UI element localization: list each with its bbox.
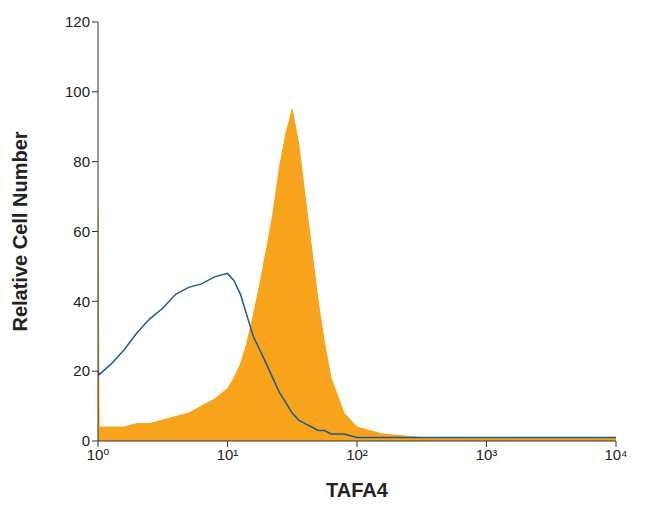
svg-text:10²: 10² [346,446,368,463]
svg-text:Relative Cell Number: Relative Cell Number [9,131,31,331]
svg-text:TAFA4: TAFA4 [326,479,389,501]
svg-text:10³: 10³ [476,446,498,463]
svg-text:100: 100 [65,83,90,100]
svg-text:60: 60 [73,223,90,240]
svg-text:10⁴: 10⁴ [604,446,627,463]
svg-text:20: 20 [73,362,90,379]
svg-text:40: 40 [73,293,90,310]
svg-text:10¹: 10¹ [217,446,239,463]
svg-text:120: 120 [65,13,90,30]
svg-text:80: 80 [73,153,90,170]
svg-text:0: 0 [82,432,90,449]
svg-text:10⁰: 10⁰ [87,446,110,463]
